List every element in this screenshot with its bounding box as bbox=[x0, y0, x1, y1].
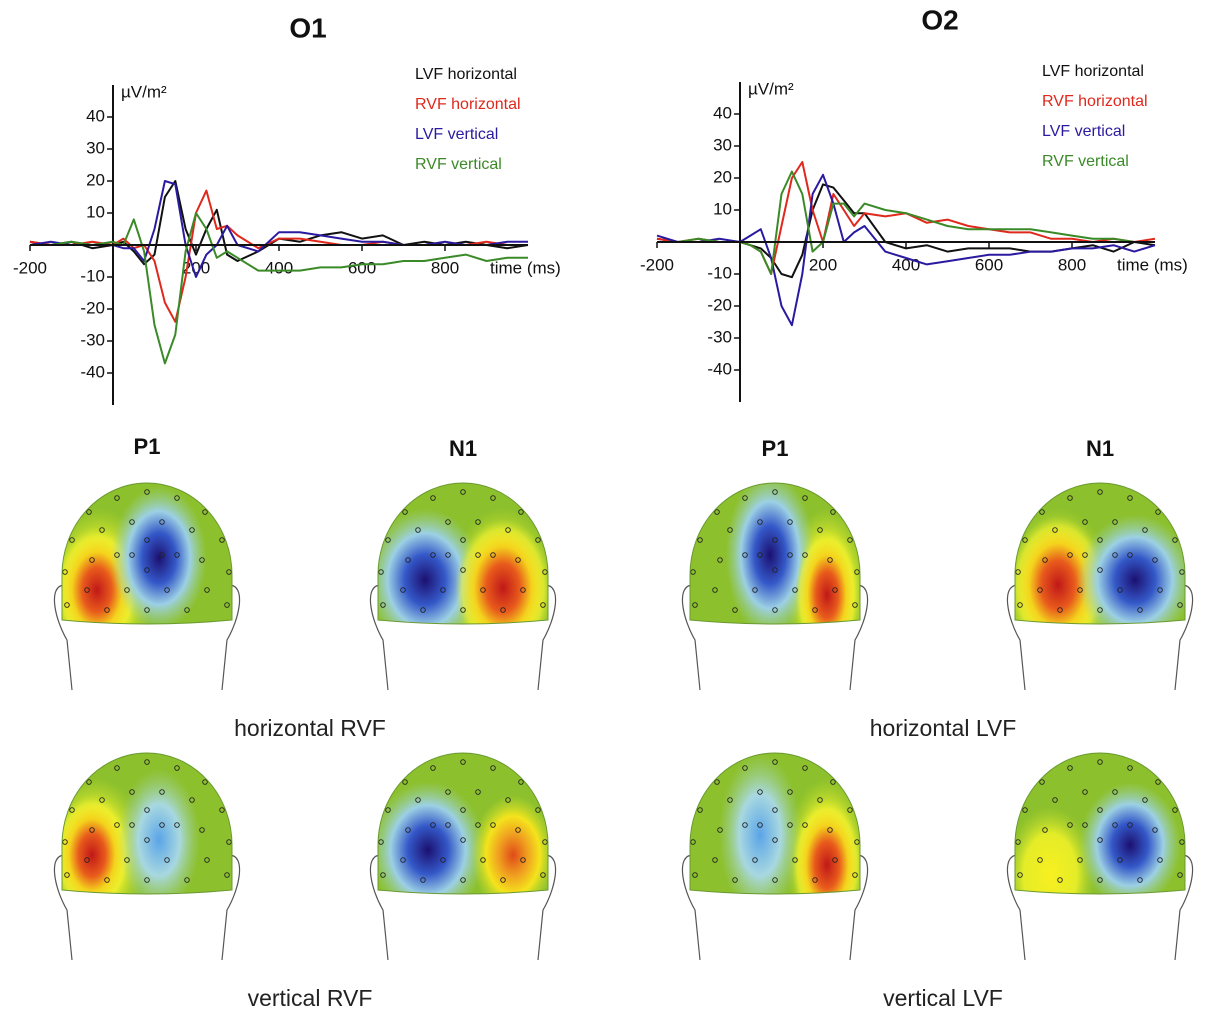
scalp-map bbox=[45, 480, 237, 673]
y-axis-label: µV/m² bbox=[121, 82, 167, 101]
potential-blob bbox=[117, 768, 200, 912]
y-tick-label: 20 bbox=[713, 167, 732, 186]
potential-blob bbox=[111, 486, 207, 630]
scalp-map bbox=[685, 750, 869, 943]
x-tick-label: -200 bbox=[640, 255, 674, 274]
x-tick-label: 600 bbox=[975, 255, 1003, 274]
x-tick-label: 200 bbox=[809, 255, 837, 274]
topomap bbox=[1005, 750, 1192, 960]
scalp-map bbox=[367, 480, 557, 673]
figure: P1 N1 P1 N1 horizontal RVF horizontal LV… bbox=[0, 0, 1207, 1013]
legend-entry: RVF horizontal bbox=[415, 96, 521, 113]
potential-blob bbox=[471, 795, 554, 915]
y-tick-label: -30 bbox=[80, 330, 105, 349]
y-tick-label: 10 bbox=[86, 202, 105, 221]
condition-label: vertical RVF bbox=[248, 985, 373, 1011]
potential-blob bbox=[792, 799, 862, 931]
x-tick-label: 400 bbox=[265, 258, 293, 277]
component-label: P1 bbox=[762, 436, 789, 461]
y-tick-label: 40 bbox=[713, 103, 732, 122]
y-tick-label: 30 bbox=[86, 138, 105, 157]
legend-entry: LVF horizontal bbox=[415, 66, 517, 83]
scalp-map bbox=[44, 750, 237, 933]
potential-blob bbox=[1079, 782, 1181, 908]
topomap bbox=[44, 750, 240, 960]
potential-blob bbox=[455, 519, 551, 657]
scalp-map bbox=[1004, 480, 1193, 673]
y-tick-label: 10 bbox=[713, 199, 732, 218]
topomap bbox=[367, 480, 557, 690]
legend-entry: LVF horizontal bbox=[1042, 63, 1144, 80]
y-axis-label: µV/m² bbox=[748, 79, 794, 98]
series-line bbox=[30, 181, 528, 264]
topomap bbox=[682, 473, 868, 691]
scalp-map bbox=[1005, 750, 1190, 944]
y-tick-label: 40 bbox=[86, 106, 105, 125]
legend-entry: LVF vertical bbox=[1042, 123, 1125, 140]
condition-label: horizontal LVF bbox=[870, 715, 1017, 741]
component-label: N1 bbox=[1086, 436, 1114, 461]
legend-entry: RVF vertical bbox=[1042, 153, 1129, 170]
y-tick-label: 30 bbox=[713, 135, 732, 154]
x-tick-label: 800 bbox=[1058, 255, 1086, 274]
legend-entry: RVF horizontal bbox=[1042, 93, 1148, 110]
x-tick-label: 600 bbox=[348, 258, 376, 277]
chart-title: O1 bbox=[289, 12, 326, 43]
topomap bbox=[1004, 480, 1193, 690]
topomap bbox=[370, 750, 555, 960]
condition-label: vertical LVF bbox=[883, 985, 1003, 1011]
y-tick-label: -40 bbox=[707, 359, 732, 378]
component-label: P1 bbox=[134, 434, 161, 459]
y-tick-label: -40 bbox=[80, 362, 105, 381]
y-tick-label: -10 bbox=[80, 266, 105, 285]
topomap bbox=[682, 750, 868, 960]
x-axis-label: time (ms) bbox=[1117, 255, 1188, 274]
y-tick-label: -30 bbox=[707, 327, 732, 346]
chart-title: O2 bbox=[921, 4, 958, 35]
legend-entry: LVF vertical bbox=[415, 126, 498, 143]
y-tick-label: -20 bbox=[80, 298, 105, 317]
y-tick-label: -10 bbox=[707, 263, 732, 282]
x-axis-label: time (ms) bbox=[490, 258, 561, 277]
x-tick-label: 800 bbox=[431, 258, 459, 277]
y-tick-label: 20 bbox=[86, 170, 105, 189]
potential-blob bbox=[1077, 514, 1192, 646]
topomap bbox=[45, 480, 240, 690]
y-tick-label: -20 bbox=[707, 295, 732, 314]
scalp-map bbox=[685, 473, 869, 673]
legend-entry: RVF vertical bbox=[415, 156, 502, 173]
component-label: N1 bbox=[449, 436, 477, 461]
potential-blob bbox=[795, 529, 859, 661]
condition-label: horizontal RVF bbox=[234, 715, 386, 741]
x-tick-label: -200 bbox=[13, 258, 47, 277]
